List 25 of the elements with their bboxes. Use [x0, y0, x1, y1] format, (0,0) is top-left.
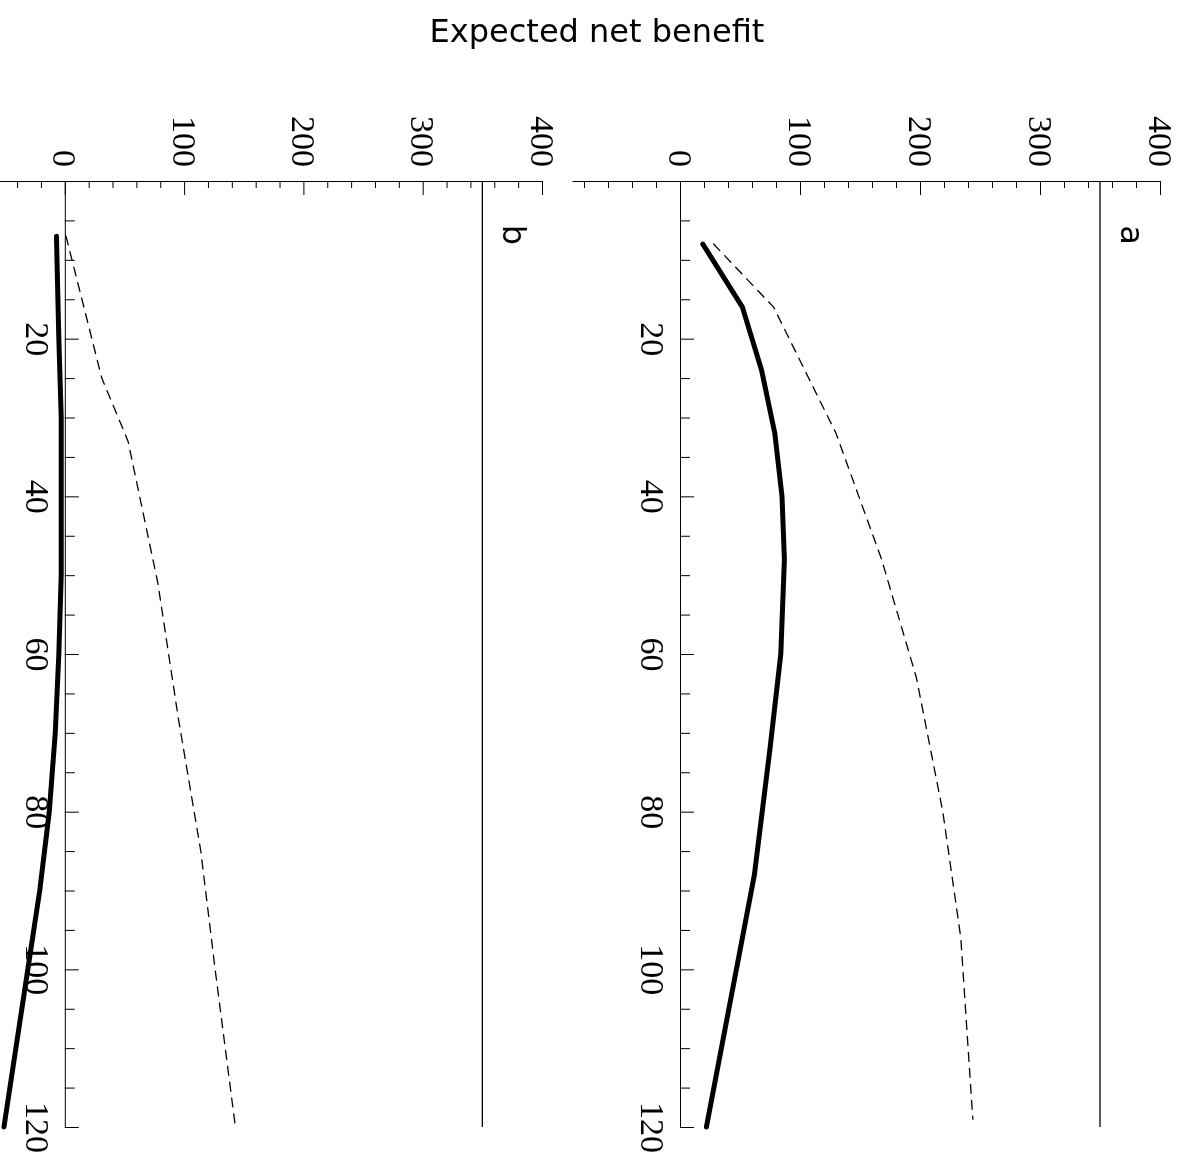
y-tick-label: 100 [634, 944, 672, 996]
x-tick-label: 400 [1141, 116, 1179, 167]
y-tick-label: 20 [19, 322, 57, 357]
y-tick-label: 40 [19, 479, 57, 514]
x-tick-label: 0 [46, 150, 84, 167]
y-tick-label: 60 [634, 637, 672, 672]
x-tick-label: 200 [901, 116, 939, 167]
x-tick-label: 100 [165, 116, 203, 167]
text: b [494, 224, 533, 246]
x-axis-title: Expected net benefit [429, 12, 765, 50]
y-tick-label: 60 [19, 637, 57, 672]
x-tick-label: 0 [661, 150, 699, 167]
y-tick-label: 120 [634, 1102, 672, 1153]
x-tick-label: 200 [285, 116, 322, 167]
y-tick-label: 80 [19, 795, 57, 830]
x-tick-label: 100 [781, 116, 819, 167]
x-tick-label: 300 [404, 116, 442, 167]
text: a [1112, 225, 1151, 245]
y-tick-label: 120 [19, 1102, 57, 1153]
y-tick-label: 20 [634, 322, 672, 357]
x-tick-label: 300 [1021, 116, 1059, 167]
line-series [712, 243, 974, 1120]
x-tick-label: 400 [523, 116, 561, 167]
y-tick-label: 80 [634, 795, 672, 830]
y-tick-label: 40 [634, 479, 672, 514]
